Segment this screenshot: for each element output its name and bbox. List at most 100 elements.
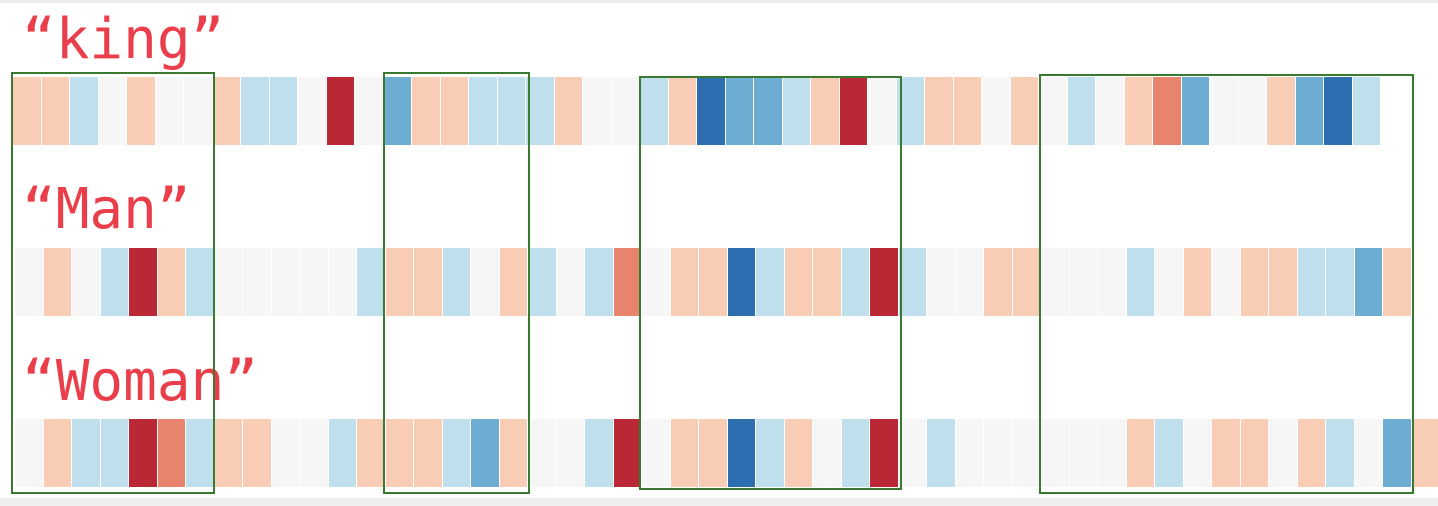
embedding-cell (1383, 419, 1411, 487)
embedding-cell (756, 419, 784, 487)
embedding-cell (1012, 419, 1040, 487)
embedding-cell (499, 248, 527, 316)
embedding-cell (1181, 77, 1209, 145)
embedding-cell (1352, 77, 1380, 145)
embedding-cell (13, 77, 41, 145)
embedding-cell (1212, 248, 1240, 316)
embedding-cell (870, 248, 898, 316)
embedding-cell (98, 77, 126, 145)
embedding-cell (300, 248, 328, 316)
embedding-cell (328, 419, 356, 487)
embedding-cell (243, 419, 271, 487)
embedding-cell (1297, 248, 1325, 316)
embedding-cell (642, 419, 670, 487)
embedding-cell (1183, 419, 1211, 487)
embedding-cell (1383, 248, 1411, 316)
vector-strip-man (15, 248, 1412, 316)
embedding-cell (927, 248, 955, 316)
embedding-cell (927, 419, 955, 487)
embedding-cell (499, 419, 527, 487)
top-rule (0, 0, 1438, 3)
embedding-cell (1153, 77, 1181, 145)
embedding-cell (471, 248, 499, 316)
embedding-cell (813, 419, 841, 487)
embedding-cell (528, 419, 556, 487)
embedding-cell (414, 248, 442, 316)
embedding-cell (385, 248, 413, 316)
embedding-cell (15, 419, 43, 487)
dims-group-4-box (1039, 74, 1414, 494)
embedding-cell (984, 248, 1012, 316)
embedding-cell (1041, 248, 1069, 316)
embedding-cell (1326, 419, 1354, 487)
embedding-cell (697, 77, 725, 145)
embedding-cell (699, 248, 727, 316)
embedding-cell (129, 419, 157, 487)
embedding-cell (129, 248, 157, 316)
embedding-cell (271, 419, 299, 487)
embedding-cell (414, 419, 442, 487)
embedding-cell (241, 77, 269, 145)
embedding-cell (157, 248, 185, 316)
embedding-cell (670, 419, 698, 487)
embedding-cell (471, 419, 499, 487)
embedding-cell (326, 77, 354, 145)
embedding-cell (898, 419, 926, 487)
embedding-cell (243, 248, 271, 316)
embedding-cell (1267, 77, 1295, 145)
embedding-cell (642, 248, 670, 316)
embedding-cell (1069, 419, 1097, 487)
embedding-cell (1240, 248, 1268, 316)
embedding-cell (1124, 77, 1152, 145)
embedding-cell (870, 419, 898, 487)
dims-group-1-box (11, 72, 215, 494)
embedding-cell (271, 248, 299, 316)
embedding-cell (784, 419, 812, 487)
embedding-cell (300, 419, 328, 487)
embedding-cell (1155, 248, 1183, 316)
dims-group-3-box (639, 76, 902, 490)
embedding-cell (925, 77, 953, 145)
embedding-cell (442, 248, 470, 316)
embedding-cell (868, 77, 896, 145)
embedding-cell (611, 77, 639, 145)
embedding-cell (1295, 77, 1323, 145)
embedding-cell (70, 77, 98, 145)
label-woman: “Woman” (22, 349, 259, 414)
embedding-cell (955, 419, 983, 487)
embedding-cell (554, 77, 582, 145)
embedding-cell (1326, 248, 1354, 316)
embedding-cell (670, 248, 698, 316)
embedding-cell (1411, 419, 1438, 487)
embedding-cell (298, 77, 326, 145)
embedding-cell (784, 248, 812, 316)
embedding-cell (15, 248, 43, 316)
embedding-cell (1212, 419, 1240, 487)
embedding-cell (1354, 248, 1382, 316)
embedding-cell (727, 419, 755, 487)
embedding-cell (1098, 419, 1126, 487)
embedding-cell (269, 77, 297, 145)
embedding-cell (43, 248, 71, 316)
embedding-cell (528, 248, 556, 316)
embedding-cell (1238, 77, 1266, 145)
embedding-cell (898, 248, 926, 316)
embedding-cell (955, 248, 983, 316)
embedding-cell (585, 419, 613, 487)
embedding-cell (640, 77, 668, 145)
embedding-cell (613, 248, 641, 316)
embedding-cell (556, 248, 584, 316)
embedding-cell (328, 248, 356, 316)
embedding-cell (214, 248, 242, 316)
embedding-cell (1269, 419, 1297, 487)
dims-group-2-box (383, 72, 530, 494)
embedding-cell (412, 77, 440, 145)
embedding-cell (1210, 77, 1238, 145)
embedding-cell (100, 248, 128, 316)
embedding-cell (383, 77, 411, 145)
embedding-cell (385, 419, 413, 487)
embedding-cell (41, 77, 69, 145)
embedding-cell (727, 248, 755, 316)
embedding-cell (1067, 77, 1095, 145)
embedding-cell (841, 419, 869, 487)
